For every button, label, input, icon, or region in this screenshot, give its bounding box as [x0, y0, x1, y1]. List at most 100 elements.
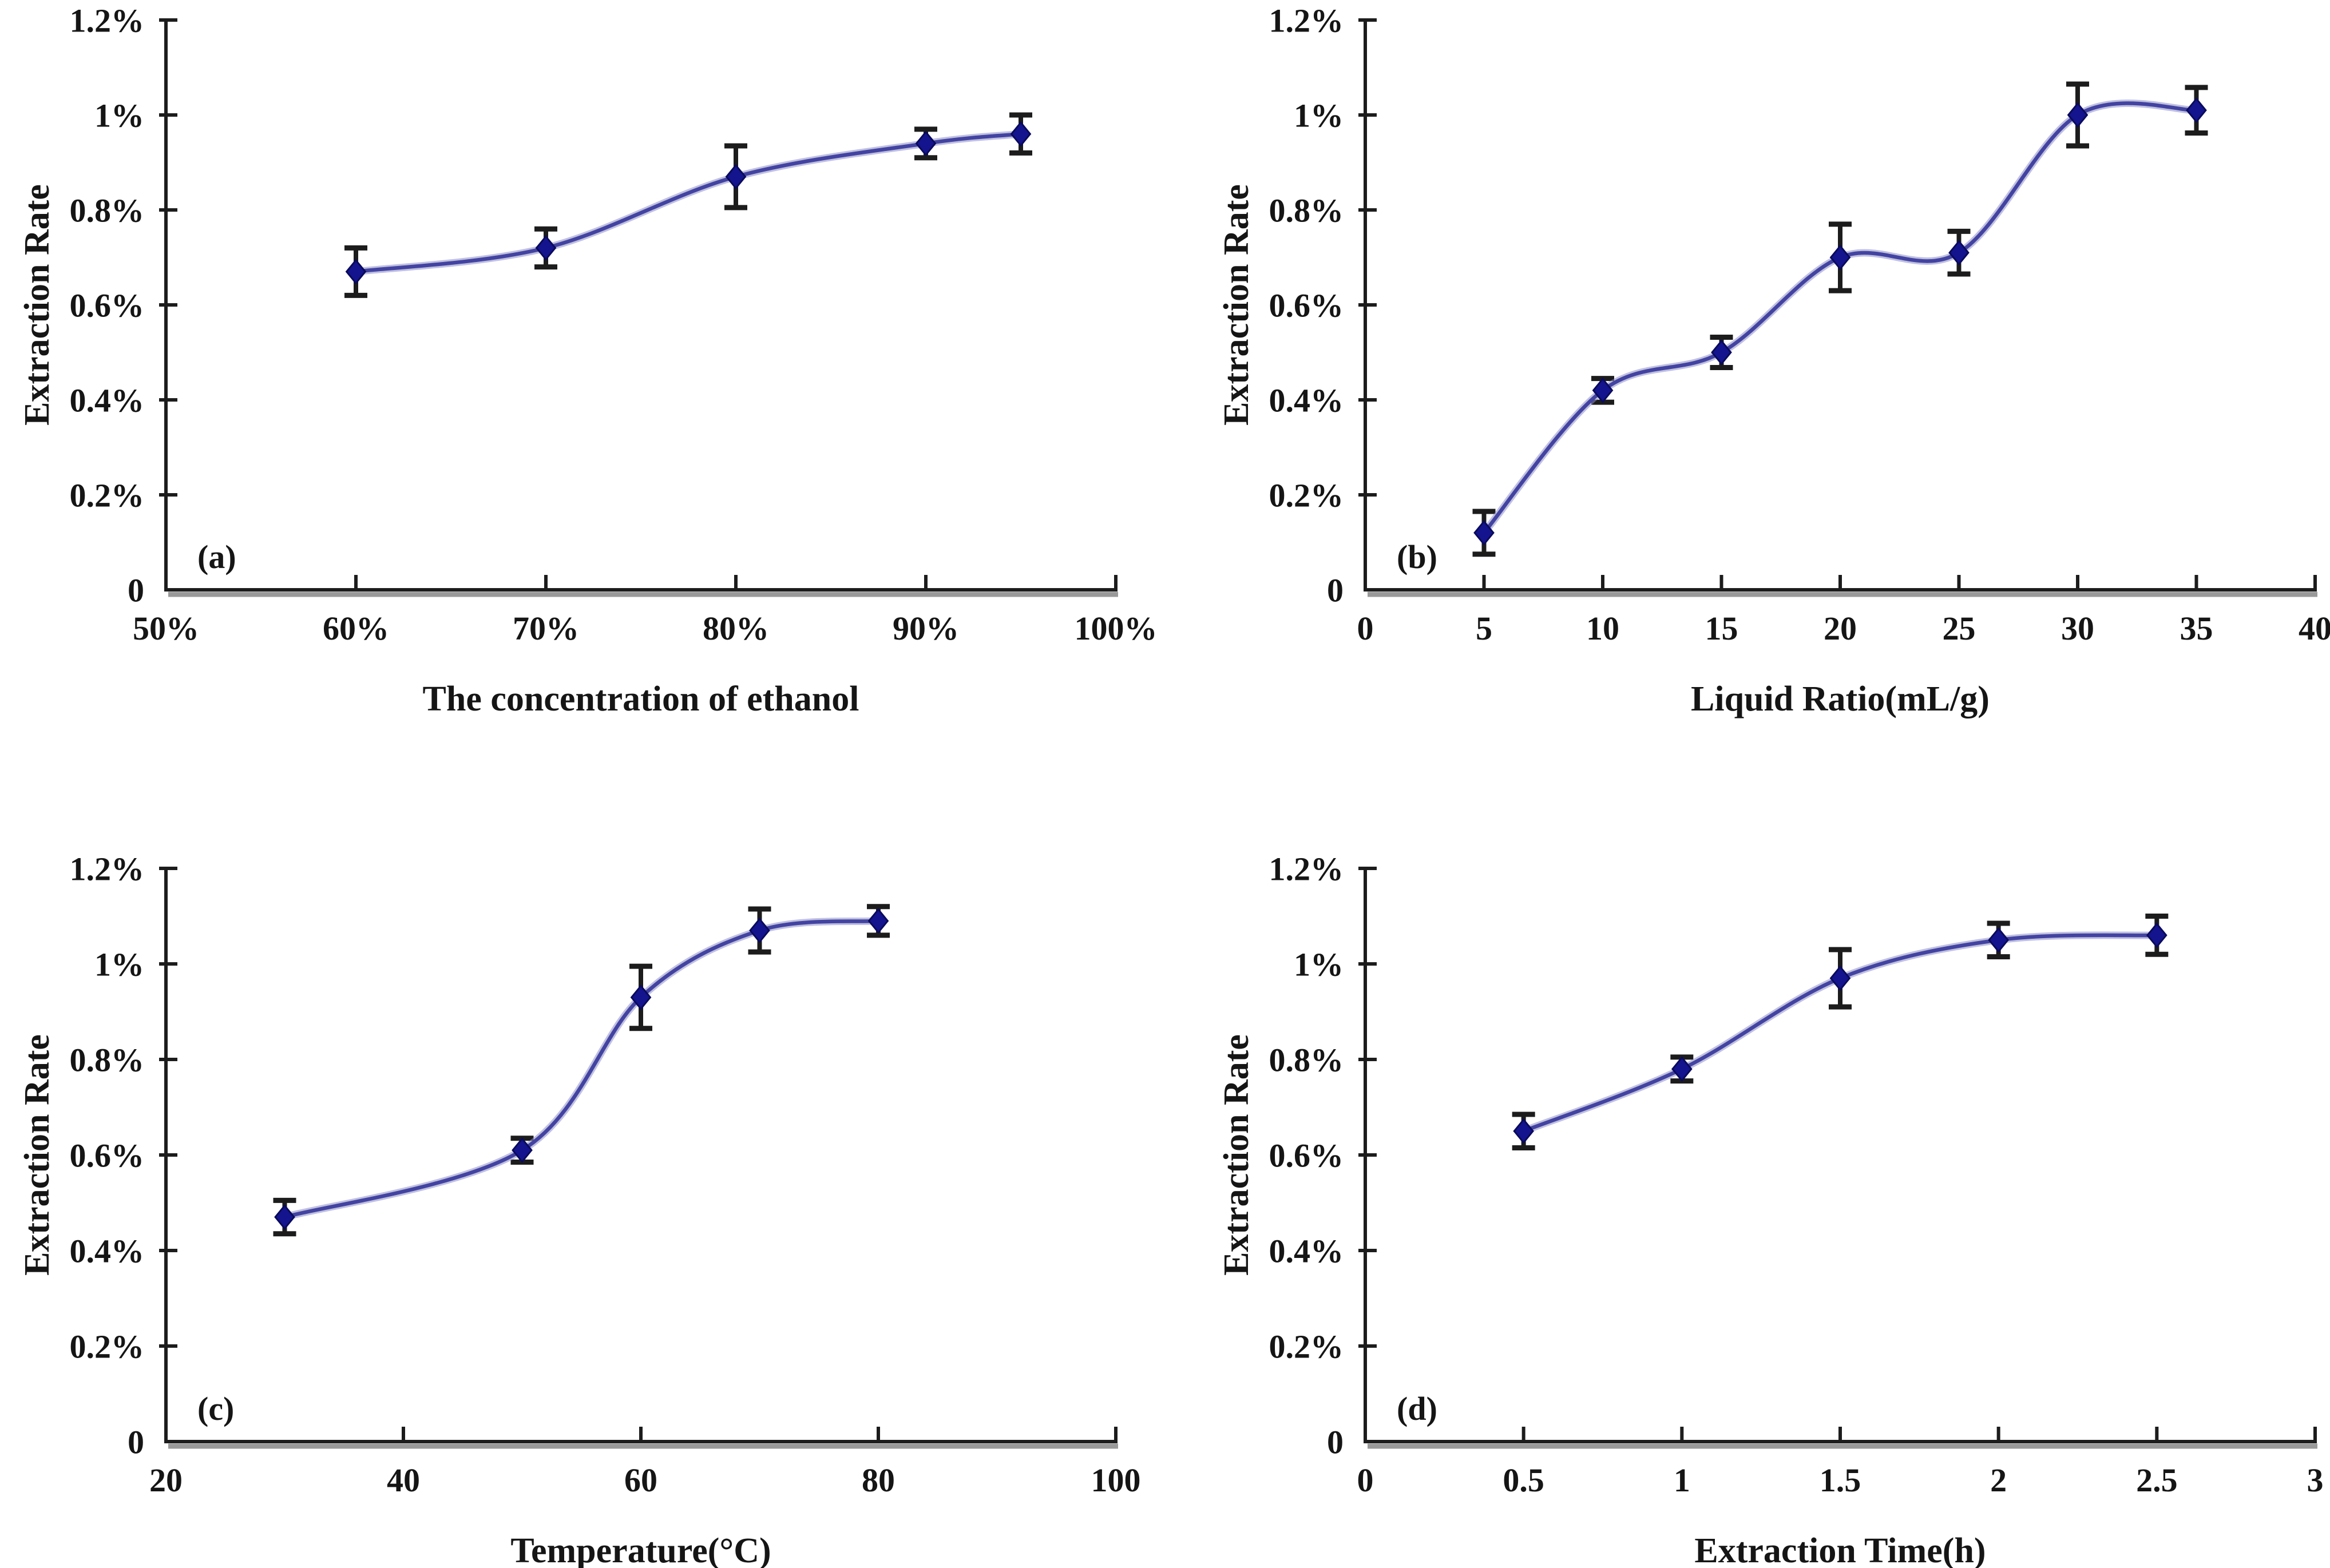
y-tick-label: 0: [128, 1423, 144, 1460]
data-point-marker: [630, 985, 652, 1010]
x-tick-label: 20: [1824, 610, 1857, 647]
y-tick-label: 0.8%: [70, 192, 145, 229]
x-tick-label: 90%: [893, 610, 959, 647]
y-tick-label: 0.4%: [70, 382, 145, 419]
data-point-marker: [1592, 378, 1614, 403]
y-tick-label: 0.2%: [1269, 1328, 1344, 1365]
y-tick-label: 0.4%: [1269, 1232, 1344, 1269]
data-point-marker: [749, 918, 770, 943]
series-line-halo: [1480, 100, 2200, 537]
x-tick-label: 0.5: [1503, 1462, 1544, 1499]
x-tick-label: 100%: [1075, 610, 1158, 647]
y-tick-label: 0.8%: [70, 1041, 145, 1078]
series-line-halo: [352, 130, 1025, 276]
data-point-marker: [1988, 927, 2010, 953]
y-tick-label: 0.6%: [70, 287, 145, 324]
x-tick-label: 70%: [513, 610, 579, 647]
panel-a: 0 0.2% 0.4% 0.6% 0.8% 1% 1.2% 50% 60% 70% 80% 90% 10…: [0, 0, 1165, 785]
x-tick-label: 1.5: [1820, 1462, 1861, 1499]
x-tick-label: 0: [1357, 610, 1374, 647]
x-tick-label: 60: [624, 1462, 657, 1499]
y-tick-label: 1.2%: [1269, 850, 1344, 887]
y-tick-label: 0.6%: [1269, 1137, 1344, 1174]
y-axis-title: Extraction Rate: [1217, 184, 1256, 426]
x-tick-label: 60%: [323, 610, 389, 647]
x-tick-label: 80: [862, 1462, 895, 1499]
series-line: [283, 919, 881, 1219]
x-axis-title: Temperature(°C): [510, 1531, 771, 1568]
panel-letter: (d): [1397, 1390, 1437, 1427]
data-point-marker: [2186, 97, 2207, 124]
y-tick-label: 0: [1327, 571, 1344, 609]
x-tick-label: 40: [2299, 610, 2330, 647]
y-tick-label: 1.2%: [70, 2, 145, 39]
x-tick-label: 15: [1705, 610, 1738, 647]
y-tick-label: 1%: [1294, 946, 1344, 983]
x-tick-label: 1: [1674, 1462, 1690, 1499]
y-axis-title: Extraction Rate: [18, 1034, 57, 1276]
data-point-marker: [1473, 520, 1495, 546]
data-point-marker: [1010, 121, 1032, 147]
y-tick-label: 0: [1327, 1423, 1344, 1460]
y-tick-label: 0.4%: [70, 1232, 145, 1269]
y-tick-label: 0.6%: [70, 1137, 145, 1174]
data-point-marker: [1829, 965, 1851, 991]
panel-letter: (b): [1397, 538, 1437, 575]
x-tick-label: 80%: [703, 610, 769, 647]
y-tick-label: 1%: [94, 97, 144, 134]
x-axis-title: The concentration of ethanol: [423, 680, 859, 718]
x-tick-label: 10: [1586, 610, 1619, 647]
data-point-marker: [535, 235, 557, 261]
x-tick-label: 2.5: [2136, 1462, 2178, 1499]
panel-letter: (a): [197, 538, 236, 575]
series-line: [1482, 101, 2198, 535]
panel-letter: (c): [197, 1390, 234, 1427]
panel-d: 0 0.2% 0.4% 0.6% 0.8% 1% 1.2% 0 0.5 1 1.5 2 2.5 3 Extr…: [1165, 785, 2330, 1568]
chart-b: 0 0.2% 0.4% 0.6% 0.8% 1% 1.2% 0 5 10 15 20 25 30 35 40 L…: [1217, 2, 2330, 718]
x-tick-label: 5: [1476, 610, 1492, 647]
data-point-marker: [2146, 922, 2167, 948]
y-tick-label: 0.2%: [70, 1328, 145, 1365]
y-tick-label: 0.2%: [1269, 477, 1344, 514]
x-axis-title: Extraction Time(h): [1694, 1531, 1986, 1568]
y-axis-title: Extraction Rate: [1217, 1034, 1256, 1276]
data-point-marker: [1711, 339, 1732, 366]
x-tick-label: 50%: [133, 610, 199, 647]
data-point-marker: [274, 1204, 295, 1230]
x-axis-title: Liquid Ratio(mL/g): [1691, 680, 1990, 718]
data-point-marker: [512, 1137, 533, 1164]
data-point-marker: [1829, 244, 1851, 271]
data-point-marker: [725, 164, 747, 190]
x-tick-label: 40: [387, 1462, 420, 1499]
data-point-marker: [345, 259, 367, 285]
series-line: [354, 132, 1023, 274]
y-tick-label: 0: [128, 571, 144, 609]
y-tick-label: 0.8%: [1269, 192, 1344, 229]
data-point-marker: [1513, 1118, 1535, 1144]
chart-d: 0 0.2% 0.4% 0.6% 0.8% 1% 1.2% 0 0.5 1 1.5 2 2.5 3 Extr…: [1217, 850, 2324, 1568]
y-tick-label: 0.4%: [1269, 382, 1344, 419]
x-tick-label: 25: [1943, 610, 1976, 647]
y-tick-label: 1.2%: [70, 850, 145, 887]
x-tick-label: 30: [2061, 610, 2094, 647]
data-point-marker: [915, 130, 937, 157]
panel-c: 0 0.2% 0.4% 0.6% 0.8% 1% 1.2% 20 40 60 80 100 Temper…: [0, 785, 1165, 1568]
x-tick-label: 3: [2307, 1462, 2324, 1499]
y-axis-title: Extraction Rate: [18, 184, 57, 426]
y-tick-label: 1%: [1294, 97, 1344, 134]
y-tick-label: 1.2%: [1269, 2, 1344, 39]
chart-a: 0 0.2% 0.4% 0.6% 0.8% 1% 1.2% 50% 60% 70% 80% 90% 10…: [18, 2, 1158, 718]
y-tick-label: 0.6%: [1269, 287, 1344, 324]
data-point-marker: [2067, 102, 2089, 128]
data-point-marker: [867, 908, 889, 934]
chart-c: 0 0.2% 0.4% 0.6% 0.8% 1% 1.2% 20 40 60 80 100 Temper…: [18, 850, 1141, 1568]
panel-b: 0 0.2% 0.4% 0.6% 0.8% 1% 1.2% 0 5 10 15 20 25 30 35 40 L…: [1165, 0, 2330, 785]
x-tick-label: 100: [1091, 1462, 1141, 1499]
x-tick-label: 20: [149, 1462, 183, 1499]
y-tick-label: 1%: [94, 946, 144, 983]
data-point-marker: [1948, 240, 1970, 266]
x-tick-label: 2: [1990, 1462, 2007, 1499]
y-tick-label: 0.8%: [1269, 1041, 1344, 1078]
x-tick-label: 0: [1357, 1462, 1374, 1499]
